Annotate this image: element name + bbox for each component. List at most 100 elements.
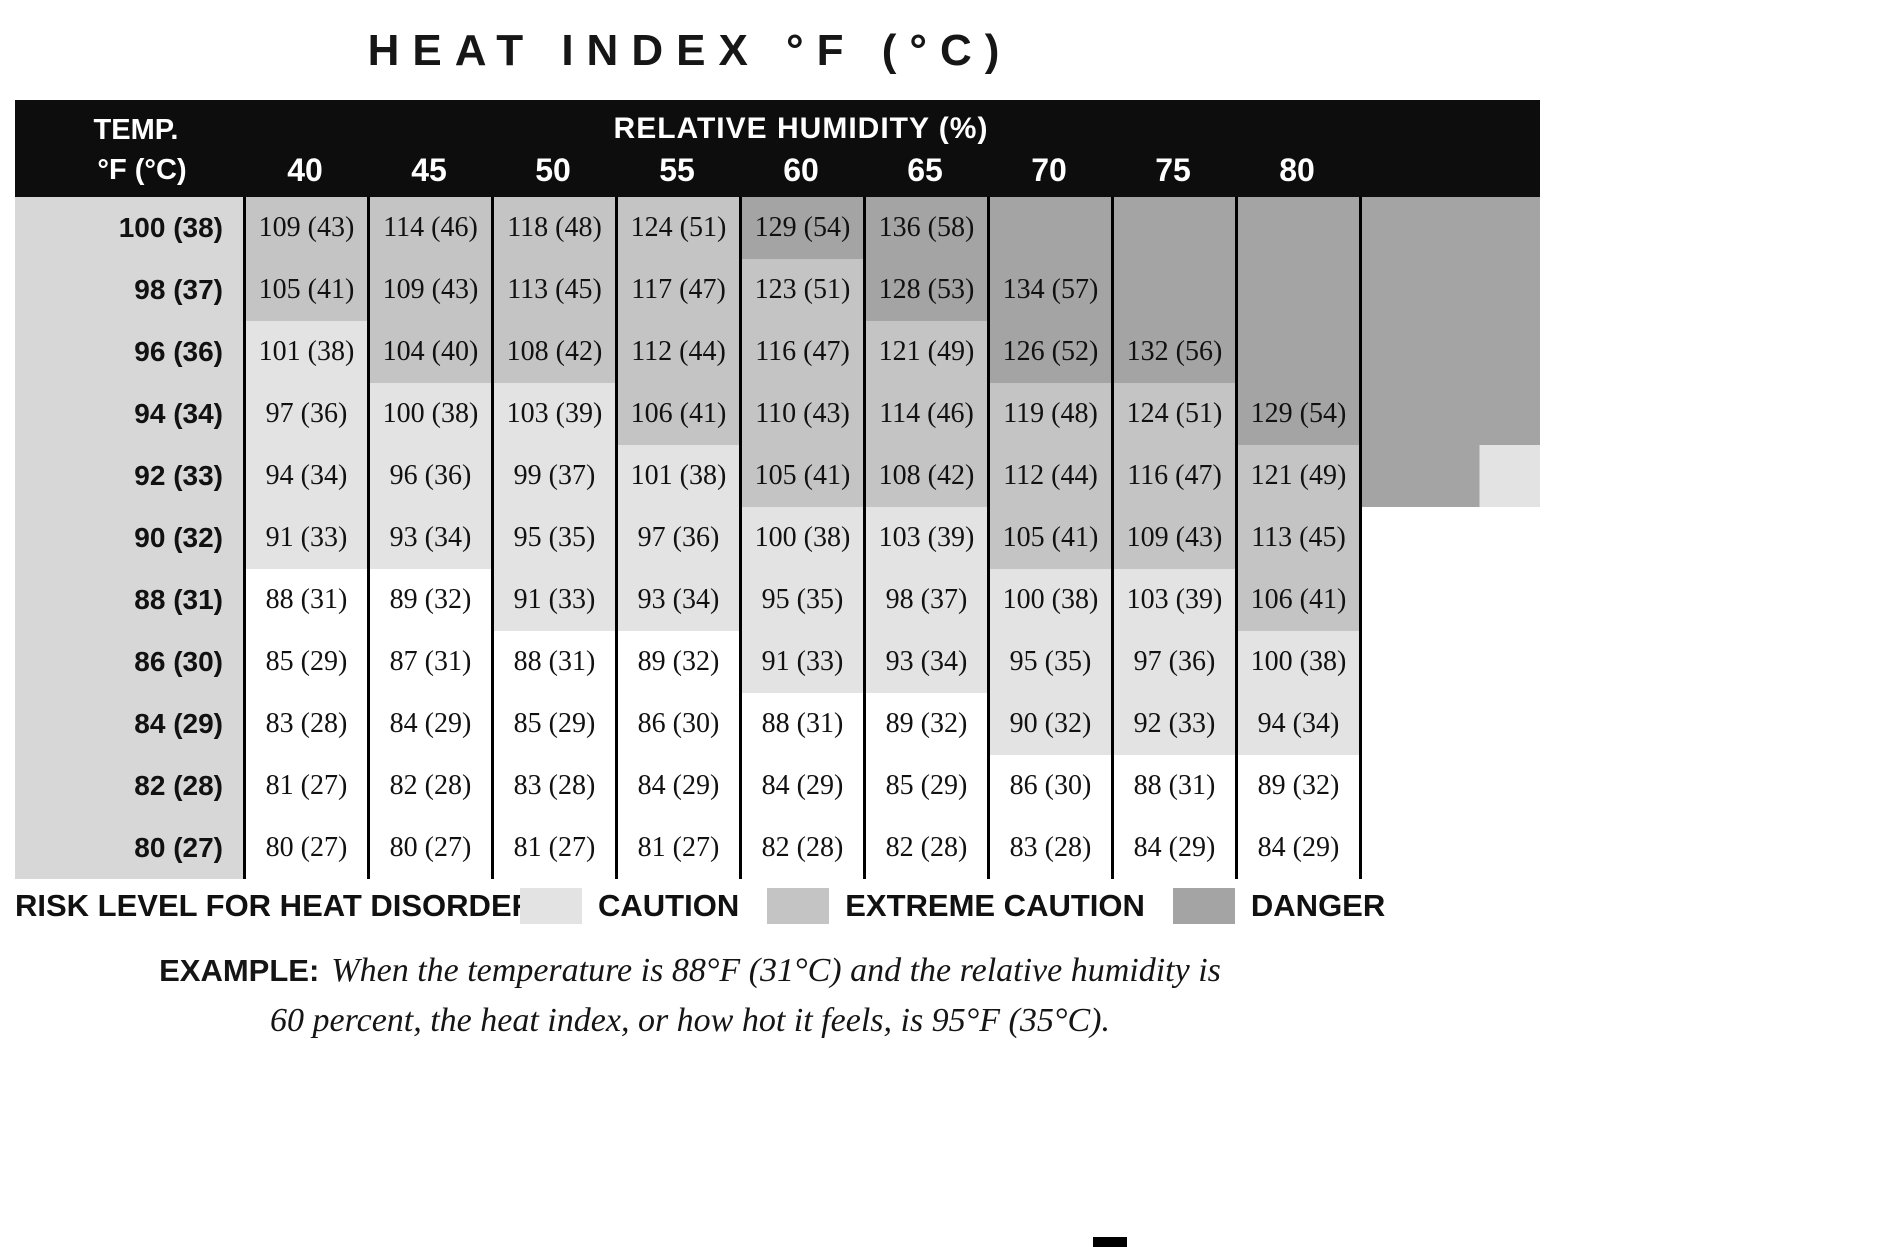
heat-index-cell: 100 (38) [987, 569, 1111, 631]
heat-index-cell: 109 (43) [1111, 507, 1235, 569]
legend-item-label: EXTREME CAUTION [845, 888, 1145, 923]
heat-index-cell: 136 (58) [863, 197, 987, 259]
example-text-1: When the temperature is 88°F (31°C) and … [331, 952, 1221, 989]
heat-index-cell [1235, 259, 1359, 321]
filler-region [1359, 507, 1540, 569]
table-row: 82 (28) 81 (27) 82 (28) 83 (28) 84 (29) 84 (2… [15, 755, 1540, 817]
heat-index-table: TEMP. °F (°C) RELATIVE HUMIDITY (%) 40 45… [15, 100, 1540, 879]
heat-index-cell: 116 (47) [1111, 445, 1235, 507]
heat-index-cell: 90 (32) [987, 693, 1111, 755]
filler-region [1359, 383, 1540, 445]
scan-artifact-mark [1093, 1237, 1127, 1247]
heat-index-cell: 99 (37) [491, 445, 615, 507]
heat-index-cell: 80 (27) [367, 817, 491, 879]
heat-index-cell: 86 (30) [987, 755, 1111, 817]
table-row: 90 (32) 91 (33) 93 (34) 95 (35) 97 (36) 100 (… [15, 507, 1540, 569]
heat-index-cell: 134 (57) [987, 259, 1111, 321]
page-title: HEAT INDEX °F (°C) [367, 26, 1013, 75]
heat-index-cell: 124 (51) [615, 197, 739, 259]
heat-index-cell: 116 (47) [739, 321, 863, 383]
heat-index-cell: 112 (44) [987, 445, 1111, 507]
heat-index-cell: 81 (27) [243, 755, 367, 817]
heat-index-cell: 128 (53) [863, 259, 987, 321]
heat-index-cell: 80 (27) [243, 817, 367, 879]
heat-index-cell: 83 (28) [987, 817, 1111, 879]
heat-index-cell: 112 (44) [615, 321, 739, 383]
heat-index-cell: 91 (33) [243, 507, 367, 569]
temp-row-label: 84 (29) [15, 693, 243, 755]
example-line-1: EXAMPLE: When the temperature is 88°F (31… [15, 946, 1365, 996]
heat-index-cell: 91 (33) [739, 631, 863, 693]
temp-row-label: 96 (36) [15, 321, 243, 383]
filler-region [1359, 817, 1540, 879]
heat-index-cell: 100 (38) [1235, 631, 1359, 693]
filler-region [1359, 321, 1540, 383]
heat-index-cell: 94 (34) [1235, 693, 1359, 755]
heat-index-cell: 118 (48) [491, 197, 615, 259]
table-header-bar: TEMP. °F (°C) RELATIVE HUMIDITY (%) 40 45… [15, 100, 1540, 197]
heat-index-cell: 123 (51) [739, 259, 863, 321]
temp-row-label: 90 (32) [15, 507, 243, 569]
heat-index-cell: 129 (54) [739, 197, 863, 259]
heat-index-cell: 98 (37) [863, 569, 987, 631]
temp-row-label: 94 (34) [15, 383, 243, 445]
temp-row-label: 80 (27) [15, 817, 243, 879]
legend-swatch-extreme [767, 888, 830, 924]
heat-index-cell: 85 (29) [491, 693, 615, 755]
table-row: 94 (34) 97 (36) 100 (38) 103 (39) 106 (41) 11… [15, 383, 1540, 445]
heat-index-cell: 93 (34) [615, 569, 739, 631]
heat-index-cell: 109 (43) [367, 259, 491, 321]
filler-region [1359, 631, 1540, 693]
humidity-col-header: 75 [1155, 152, 1191, 188]
legend-label: RISK LEVEL FOR HEAT DISORDERS: [15, 888, 566, 923]
filler-region [1359, 259, 1540, 321]
heat-index-cell: 104 (40) [367, 321, 491, 383]
temp-row-label: 98 (37) [15, 259, 243, 321]
heat-index-cell: 93 (34) [367, 507, 491, 569]
heat-index-cell: 93 (34) [863, 631, 987, 693]
heat-index-cell: 88 (31) [1111, 755, 1235, 817]
legend-item-label: CAUTION [598, 888, 740, 923]
heat-index-cell: 91 (33) [491, 569, 615, 631]
table-row: 100 (38) 109 (43) 114 (46) 118 (48) 124 (51)… [15, 197, 1540, 259]
humidity-col-header: 50 [535, 152, 571, 188]
heat-index-cell [1111, 259, 1235, 321]
heat-index-cell: 132 (56) [1111, 321, 1235, 383]
legend-item-label: DANGER [1250, 888, 1386, 923]
table-row: 96 (36) 101 (38) 104 (40) 108 (42) 112 (44) 1… [15, 321, 1540, 383]
legend-swatch-caution [520, 888, 582, 924]
filler-region [1359, 445, 1540, 507]
heat-index-cell: 106 (41) [1235, 569, 1359, 631]
heat-index-cell: 88 (31) [243, 569, 367, 631]
humidity-col-header: 70 [1031, 152, 1067, 188]
heat-index-cell: 119 (48) [987, 383, 1111, 445]
heat-index-cell: 110 (43) [739, 383, 863, 445]
table-body: 100 (38) 109 (43) 114 (46) 118 (48) 124 (51)… [15, 197, 1540, 879]
humidity-col-header: 65 [907, 152, 943, 188]
heat-index-cell: 89 (32) [367, 569, 491, 631]
heat-index-cell: 100 (38) [367, 383, 491, 445]
table-row: 84 (29) 83 (28) 84 (29) 85 (29) 86 (30) 88 (3… [15, 693, 1540, 755]
heat-index-cell: 81 (27) [615, 817, 739, 879]
heat-index-cell: 97 (36) [243, 383, 367, 445]
filler-region [1359, 693, 1540, 755]
heat-index-cell: 88 (31) [491, 631, 615, 693]
heat-index-cell: 89 (32) [615, 631, 739, 693]
heat-index-cell: 108 (42) [491, 321, 615, 383]
humidity-col-header: 40 [287, 152, 323, 188]
heat-index-cell: 95 (35) [491, 507, 615, 569]
legend-item: DANGER [1172, 888, 1413, 924]
heat-index-cell: 106 (41) [615, 383, 739, 445]
temp-row-label: 88 (31) [15, 569, 243, 631]
heat-index-cell: 97 (36) [1111, 631, 1235, 693]
temp-row-label: 92 (33) [15, 445, 243, 507]
humidity-col-header: 45 [411, 152, 447, 188]
heat-index-cell: 103 (39) [1111, 569, 1235, 631]
heat-index-cell: 101 (38) [243, 321, 367, 383]
heat-index-cell: 88 (31) [739, 693, 863, 755]
heat-index-cell: 92 (33) [1111, 693, 1235, 755]
heat-index-cell: 114 (46) [863, 383, 987, 445]
legend-item: EXTREME CAUTION [767, 888, 1173, 924]
temp-column-header-line2: °F (°C) [97, 154, 187, 186]
heat-index-cell [1235, 321, 1359, 383]
